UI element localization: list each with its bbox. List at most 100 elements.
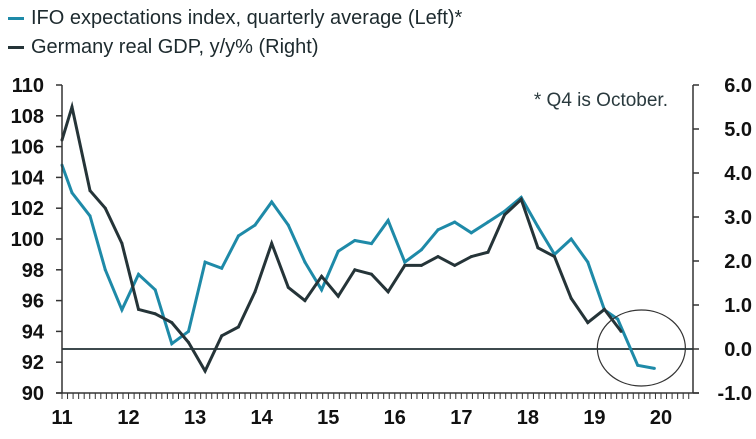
gdp-data-point: [253, 290, 257, 294]
right-axis-tick-label: 2.0: [724, 251, 752, 273]
gdp-data-point: [486, 250, 490, 254]
left-axis-tick-label: 102: [11, 198, 44, 220]
gdp-data-point: [120, 241, 124, 245]
gdp-data-point: [619, 329, 623, 333]
ifo-data-point: [270, 200, 274, 204]
ifo-data-point: [419, 248, 423, 252]
gdp-data-point: [553, 255, 557, 259]
gdp-data-point: [137, 307, 141, 311]
left-axis-tick-label: 94: [22, 321, 45, 343]
right-axis-tick-label: 6.0: [724, 75, 752, 97]
legend-label-ifo: IFO expectations index, quarterly averag…: [31, 7, 463, 29]
ifo-data-point: [70, 191, 74, 195]
ifo-data-point: [503, 209, 507, 213]
ifo-data-point: [320, 288, 324, 292]
ifo-data-point: [353, 239, 357, 243]
gdp-data-point: [419, 263, 423, 267]
x-axis-tick-label: 14: [251, 407, 274, 429]
gdp-data-point: [519, 197, 523, 201]
ifo-data-point: [386, 219, 390, 223]
left-axis-tick-label: 92: [22, 352, 44, 374]
left-axis-tick-label: 90: [22, 383, 44, 405]
left-axis-tick-label: 108: [11, 106, 44, 128]
highlight-circle: [596, 309, 686, 387]
ifo-data-point: [236, 234, 240, 238]
gdp-data-point: [602, 307, 606, 311]
x-axis-tick-label: 20: [650, 407, 672, 429]
ifo-data-point: [586, 260, 590, 264]
x-axis-tick-label: 13: [184, 407, 206, 429]
right-axis-tick-label: 4.0: [724, 163, 752, 185]
ifo-data-point: [186, 329, 190, 333]
gdp-data-point: [469, 255, 473, 259]
ifo-data-point: [569, 237, 573, 241]
right-axis-tick-label: -1.0: [718, 383, 752, 405]
gdp-data-point: [153, 312, 157, 316]
ifo-data-point: [120, 308, 124, 312]
ifo-data-point: [453, 220, 457, 224]
x-axis-tick-label: 16: [384, 407, 406, 429]
gdp-data-point: [270, 241, 274, 245]
ifo-data-point: [486, 220, 490, 224]
gdp-data-point: [453, 263, 457, 267]
left-axis-tick-label: 96: [22, 291, 44, 313]
left-axis-tick-label: 110: [12, 75, 44, 97]
ifo-data-point: [153, 288, 157, 292]
x-axis-tick-label: 17: [450, 407, 472, 429]
ifo-data-point: [369, 242, 373, 246]
annotation-note: * Q4 is October.: [534, 90, 668, 111]
legend-item-ifo: IFO expectations index, quarterly averag…: [8, 4, 462, 33]
gdp-data-point: [336, 294, 340, 298]
ifo-data-point: [303, 260, 307, 264]
gdp-data-point: [286, 285, 290, 289]
ifo-data-point: [203, 260, 207, 264]
x-axis-tick-label: 12: [117, 407, 139, 429]
ifo-data-point: [636, 363, 640, 367]
gdp-data-point: [186, 340, 190, 344]
gdp-data-point: [103, 206, 107, 210]
gdp-data-point: [303, 299, 307, 303]
legend-swatch-ifo: [8, 17, 24, 20]
ifo-data-point: [253, 223, 257, 227]
ifo-data-point: [652, 366, 656, 370]
x-axis-tick-label: 15: [317, 407, 339, 429]
ifo-data-point: [403, 260, 407, 264]
x-axis-tick-label: 19: [583, 407, 605, 429]
gdp-data-point: [503, 213, 507, 217]
ifo-series-line: [60, 164, 655, 370]
right-axis-tick-label: 1.0: [724, 295, 752, 317]
legend-label-gdp: Germany real GDP, y/y% (Right): [31, 36, 319, 58]
legend-item-gdp: Germany real GDP, y/y% (Right): [8, 33, 462, 62]
left-axis-tick-label: 106: [11, 137, 44, 159]
gdp-data-point: [436, 255, 440, 259]
legend: IFO expectations index, quarterly averag…: [8, 4, 462, 62]
ifo-data-point: [469, 231, 473, 235]
gdp-data-point: [236, 325, 240, 329]
right-axis-tick-label: 5.0: [724, 119, 752, 141]
ifo-data-point: [536, 225, 540, 229]
gdp-data-point: [403, 263, 407, 267]
ifo-data-point: [336, 249, 340, 253]
ifo-data-point: [103, 268, 107, 272]
gdp-data-point: [70, 105, 74, 109]
gdp-data-point: [88, 189, 92, 193]
left-axis-tick-label: 104: [11, 167, 45, 189]
x-axis-tick-label: 18: [517, 407, 539, 429]
legend-swatch-gdp: [8, 46, 24, 49]
ifo-data-point: [88, 214, 92, 218]
gdp-data-point: [536, 246, 540, 250]
ifo-data-point: [137, 272, 141, 276]
ifo-data-point: [220, 266, 224, 270]
gdp-series-line: [60, 101, 623, 375]
gdp-data-point: [569, 296, 573, 300]
gdp-data-point: [220, 334, 224, 338]
gdp-data-point: [353, 268, 357, 272]
ifo-data-point: [436, 228, 440, 232]
gdp-data-point: [586, 321, 590, 325]
ifo-data-point: [286, 223, 290, 227]
gdp-data-point: [320, 274, 324, 278]
ifo-data-point: [170, 342, 174, 346]
gdp-data-point: [386, 290, 390, 294]
left-axis-tick-label: 100: [11, 229, 44, 251]
